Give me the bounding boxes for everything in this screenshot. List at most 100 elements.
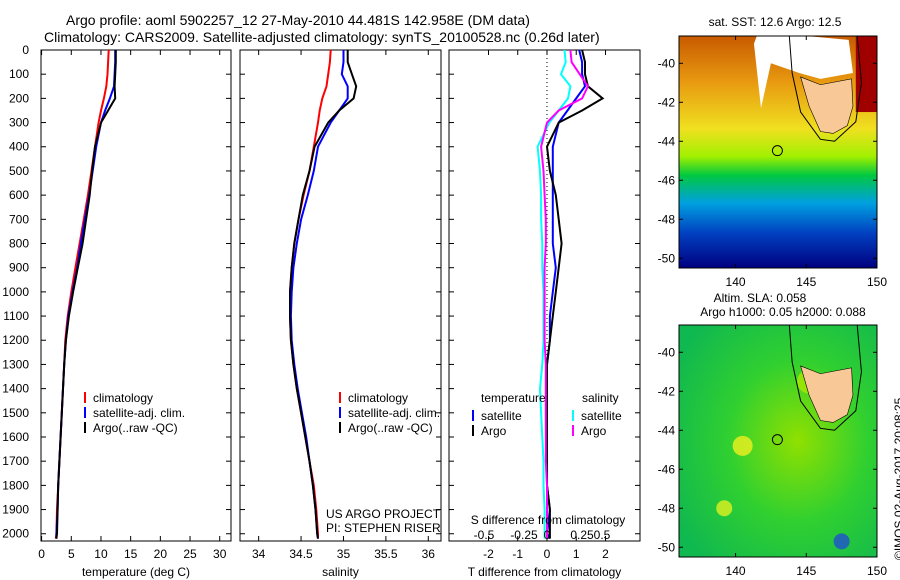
legend-swatch <box>572 410 574 421</box>
temperature-panel: 0 5 10 15 20 25 30 temperature (deg C) 0 100 200 30… <box>2 43 232 579</box>
y-tick-label: 1600 <box>2 430 29 444</box>
legend-swatch <box>84 407 86 418</box>
y-tick-label: -46 <box>658 173 676 187</box>
y-tick-label: 2000 <box>2 527 29 541</box>
x-axis-label: salinity <box>322 565 359 579</box>
y-tick-label: 1400 <box>2 382 29 396</box>
title-line-2: Climatology: CARS2009. Satellite-adjuste… <box>44 29 600 45</box>
legend-label: satellite-adj. clim. <box>93 406 185 420</box>
sst-map-axes-box <box>678 35 878 269</box>
y-tick-label: -40 <box>658 56 676 70</box>
difference-panel: -2 -1 0 1 2 T difference from climatology temp… <box>448 49 641 579</box>
x-tick-label: 36 <box>422 547 436 561</box>
y-tick-label: 1500 <box>2 406 29 420</box>
sla-map-axes-box <box>678 324 878 558</box>
y-tick-label: 400 <box>9 140 29 154</box>
sla-anomaly-blob <box>833 533 850 550</box>
legend-label: Argo <box>581 424 607 438</box>
series-argo-raw-qc- <box>289 50 358 539</box>
x-tick-label: 5 <box>68 547 75 561</box>
y-tick-label: -50 <box>658 540 676 554</box>
x-tick-label: 150 <box>867 275 887 289</box>
warm-region <box>855 36 877 113</box>
y-tick-label: 1700 <box>2 454 29 468</box>
x-axis-label: T difference from climatology <box>468 565 622 579</box>
salinity-panel: 34 34.5 35 35.5 36 salinity climatologysatelli… <box>239 49 442 579</box>
legend-swatch <box>572 425 574 436</box>
series-s-argo <box>540 49 590 539</box>
x2-tick-label: 0 <box>544 528 551 542</box>
argo-position-marker <box>771 434 783 446</box>
series-t-argo <box>545 49 605 539</box>
legend-label: climatology <box>348 391 408 405</box>
salinity-axes-box <box>239 49 442 542</box>
map-subtitle: Argo h1000: 0.05 h2000: 0.088 <box>700 305 866 319</box>
legend-temperature-heading: temperature <box>481 391 546 405</box>
x-tick-label: 25 <box>183 547 197 561</box>
sla-anomaly-blob <box>716 500 733 517</box>
x2-axis-label: S difference from climatology <box>471 513 626 527</box>
y-tick-label: -42 <box>658 384 676 398</box>
annotation-project: US ARGO PROJECT <box>326 507 441 521</box>
legend-label: climatology <box>93 391 153 405</box>
y-tick-label: 100 <box>9 67 29 81</box>
y-tick-label: -42 <box>658 95 676 109</box>
legend-label: satellite <box>581 409 622 423</box>
x-tick-label: 0 <box>38 547 45 561</box>
y-tick-label: -40 <box>658 345 676 359</box>
legend-swatch <box>339 407 341 418</box>
y-tick-label: 1100 <box>3 309 29 323</box>
temperature-axes-box <box>40 49 232 542</box>
sst-map-panel: 140 145 150 -40 -42 -44 -46 -48 -50 sat. SST: 12.… <box>658 15 888 289</box>
x-tick-label: 2 <box>602 547 609 561</box>
legend-label: Argo(..raw -QC) <box>93 421 178 435</box>
x-tick-label: 10 <box>94 547 108 561</box>
legend-swatch <box>84 422 86 433</box>
y-tick-label: 0 <box>22 43 29 57</box>
legend-swatch <box>472 425 474 436</box>
y-tick-label: 200 <box>9 91 29 105</box>
y-tick-label: 800 <box>9 236 29 250</box>
series-s-satellite <box>536 49 572 539</box>
legend-label: Argo(..raw -QC) <box>348 421 433 435</box>
x2-tick-label: 0.25 <box>570 528 594 542</box>
x-tick-label: 1 <box>573 547 580 561</box>
x-tick-label: 35.5 <box>374 547 398 561</box>
argo-position-marker <box>771 145 783 157</box>
x-tick-label: 140 <box>726 564 746 578</box>
title-line-1: Argo profile: aoml 5902257_12 27-May-201… <box>66 12 530 28</box>
legend-swatch <box>84 392 86 403</box>
y-tick-label: -44 <box>658 134 676 148</box>
x-tick-label: -1 <box>512 547 523 561</box>
x-tick-label: 35 <box>337 547 351 561</box>
x-tick-label: 150 <box>867 564 887 578</box>
y-tick-label: -48 <box>658 212 676 226</box>
x-tick-label: 0 <box>544 547 551 561</box>
x-tick-label: 15 <box>124 547 138 561</box>
credit-label: ©IMOS 02-Aug-2017 20:08:25 <box>892 397 900 560</box>
legend-salinity-heading: salinity <box>582 391 619 405</box>
y-tick-label: -44 <box>658 423 676 437</box>
no-data-region <box>753 36 853 109</box>
x-tick-label: 20 <box>154 547 168 561</box>
legend-label: Argo <box>481 424 507 438</box>
tasmania-land <box>800 76 854 134</box>
x-tick-label: 34.5 <box>289 547 313 561</box>
x-axis-label: temperature (deg C) <box>82 565 190 579</box>
y-tick-label: 1900 <box>2 503 29 517</box>
x2-tick-label: -0.25 <box>510 528 538 542</box>
x2-tick-label: 0.5 <box>594 528 611 542</box>
y-tick-label: -46 <box>658 462 676 476</box>
tasmania-land <box>800 365 854 423</box>
sla-map-panel: 140 145 150 -40 -42 -44 -46 -48 -50 Altim. SLA: 0… <box>658 291 888 578</box>
sst-map-field <box>679 36 877 268</box>
x-tick-label: 145 <box>796 275 816 289</box>
map-title: sat. SST: 12.6 Argo: 12.5 <box>709 15 842 29</box>
x-tick-label: 140 <box>726 275 746 289</box>
bathymetry-contour <box>788 324 862 431</box>
annotation-pi: PI: STEPHEN RISER <box>326 521 441 535</box>
legend-swatch <box>472 410 474 421</box>
sla-anomaly-blob <box>732 435 753 456</box>
